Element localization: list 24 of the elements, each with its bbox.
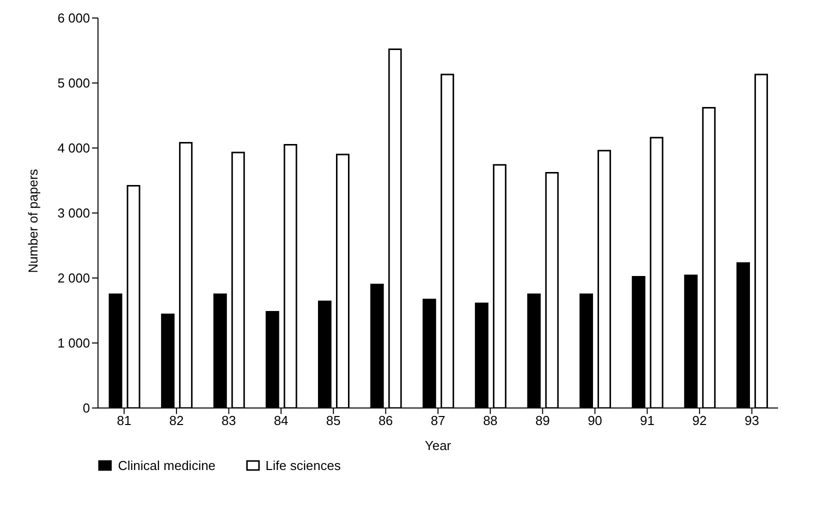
x-tick-label: 92 [692,413,707,428]
x-tick-label: 91 [640,413,654,428]
y-tick-label: 2 000 [57,270,90,286]
x-tick-label: 81 [116,413,132,428]
y-tick-label: 5 000 [57,76,90,91]
x-tick-label: 93 [744,413,760,428]
x-tick-label: 82 [169,413,184,428]
x-tick-label: 87 [430,413,446,428]
legend-label: Clinical medicine [118,458,216,473]
x-tick-label: 89 [535,413,550,428]
y-tick-label: 1 000 [57,336,90,351]
y-tick-label: 3 000 [57,206,90,221]
y-axis-title: Number of papers [26,168,41,273]
y-tick-label: 0 [82,400,90,416]
legend-label: Life sciences [266,458,341,473]
x-tick-label: 90 [588,413,602,428]
y-tick-label: 4 000 [57,140,90,156]
x-axis-title: Year [424,438,452,453]
x-tick-label: 84 [274,413,288,428]
x-tick-label: 86 [378,413,393,428]
x-tick-label: 83 [222,413,236,428]
y-tick-label: 6 000 [57,10,90,26]
x-tick-label: 85 [326,413,341,428]
x-tick-label: 88 [483,413,498,428]
